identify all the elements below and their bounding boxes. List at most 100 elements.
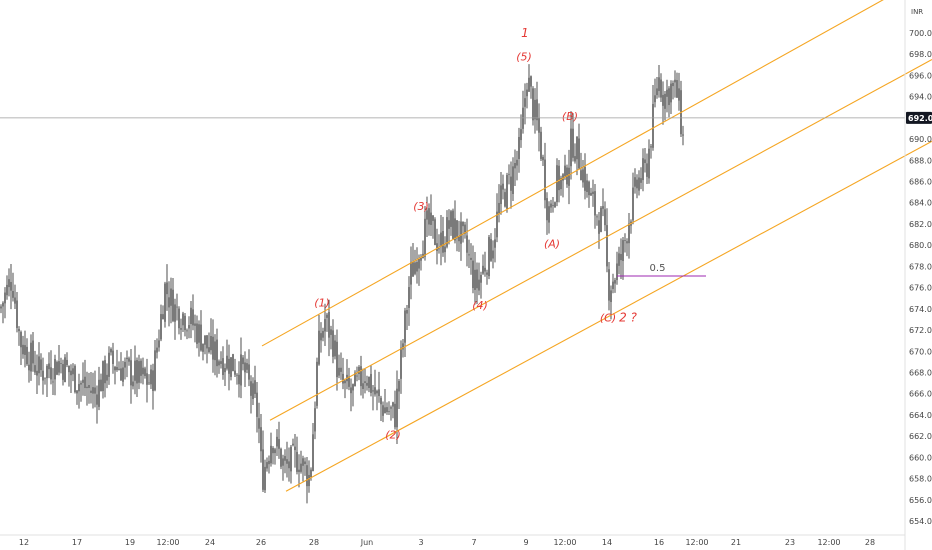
candle-body (508, 173, 510, 175)
candle-body (96, 394, 98, 405)
x-tick-label: 16 (654, 538, 664, 547)
candle-body (514, 163, 516, 169)
candle-body (424, 218, 426, 257)
candle (520, 114, 522, 148)
y-tick-label: 696.00 (909, 71, 932, 80)
candle (454, 200, 456, 244)
wave-label: (5) (516, 51, 532, 64)
candle-body (224, 368, 226, 373)
candle (602, 188, 604, 217)
candle (192, 294, 194, 331)
candle (430, 194, 432, 237)
candle-body (620, 254, 622, 261)
candle (134, 345, 136, 395)
current-price-text: 692.00 (908, 114, 932, 123)
candle-body (260, 427, 262, 452)
candle (440, 215, 442, 266)
candle-body (614, 280, 616, 284)
candle (62, 359, 64, 386)
candle (512, 157, 514, 202)
candle-body (526, 89, 528, 97)
candle (72, 363, 74, 382)
candle-body (596, 216, 598, 218)
candle (248, 349, 250, 387)
candle-body (456, 220, 458, 239)
candle (500, 172, 502, 215)
candle (278, 421, 280, 459)
candle-body (234, 370, 236, 375)
x-tick-label: 23 (785, 538, 795, 547)
candle (90, 372, 92, 404)
candle-body (544, 159, 546, 201)
candle-body (182, 313, 184, 326)
candle (2, 301, 4, 324)
candle-body (444, 246, 446, 253)
candle-body (570, 128, 572, 167)
candle (296, 436, 298, 475)
candle-body (460, 221, 462, 244)
wave-label: (A) (544, 237, 560, 250)
candle-body (6, 284, 8, 296)
candle-body (466, 235, 468, 253)
candle (234, 358, 236, 377)
candle (462, 221, 464, 243)
candle (526, 82, 528, 109)
candle-body (158, 340, 160, 348)
candle (184, 312, 186, 337)
candle (6, 275, 8, 300)
candle-body (188, 325, 190, 329)
candle-body (14, 297, 16, 304)
candle (448, 209, 450, 245)
candle (182, 311, 184, 333)
candle-body (528, 77, 530, 92)
candle (536, 81, 538, 131)
candle-body (362, 383, 364, 390)
candle-body (106, 374, 108, 381)
candle (398, 378, 400, 410)
candle-body (354, 372, 356, 387)
candle (122, 360, 124, 387)
candle (136, 357, 138, 397)
candle (308, 460, 310, 493)
candle (28, 351, 30, 383)
candle-body (658, 77, 660, 92)
candle (384, 388, 386, 414)
current-price-label: 692.00 (906, 111, 932, 124)
candle (488, 235, 490, 280)
y-tick-label: 698.00 (909, 50, 932, 59)
candle-body (426, 210, 428, 220)
candle-body (418, 258, 420, 269)
candle (502, 174, 504, 200)
candle (104, 355, 106, 398)
candle (410, 246, 412, 300)
candle (36, 354, 38, 394)
candle-body (328, 311, 330, 338)
candle (292, 438, 294, 447)
candle-body (214, 341, 216, 361)
wave-label: (4) (472, 299, 488, 312)
candle (508, 164, 510, 185)
candle (492, 240, 494, 269)
candle-body (618, 253, 620, 266)
candle-body (396, 388, 398, 428)
candle (140, 358, 142, 384)
candle-body (212, 336, 214, 360)
candle-body (136, 360, 138, 384)
candle-body (438, 248, 440, 250)
candle (478, 262, 480, 296)
candle-body (530, 76, 532, 87)
candle (530, 75, 532, 99)
candle-body (98, 379, 100, 407)
candle-body (358, 366, 360, 375)
candle-body (588, 181, 590, 196)
candle (186, 328, 188, 340)
candle-body (504, 192, 506, 207)
candle-body (330, 329, 332, 335)
candle-body (602, 206, 604, 209)
candle-body (258, 418, 260, 429)
candle-body (78, 384, 80, 392)
candle (224, 363, 226, 386)
candle (592, 179, 594, 207)
